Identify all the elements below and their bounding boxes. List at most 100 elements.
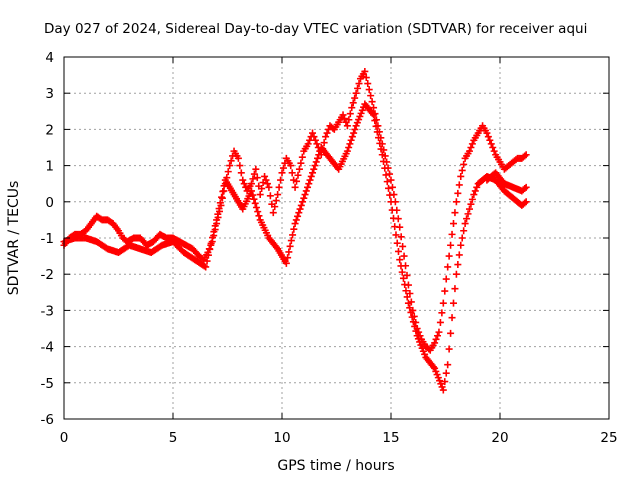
data-point xyxy=(399,242,407,250)
data-point xyxy=(295,209,303,217)
data-point xyxy=(460,160,468,168)
data-point xyxy=(211,222,219,230)
data-point xyxy=(434,332,442,340)
data-point xyxy=(376,139,384,147)
data-point xyxy=(490,147,498,155)
data-point xyxy=(213,216,221,224)
data-point xyxy=(468,195,476,203)
data-point xyxy=(304,140,312,148)
data-point xyxy=(210,228,218,236)
data-point xyxy=(277,176,285,184)
data-point xyxy=(403,293,411,301)
data-point xyxy=(394,247,402,255)
data-point xyxy=(346,110,354,118)
data-point xyxy=(449,220,457,228)
data-point xyxy=(455,181,463,189)
data-point xyxy=(397,262,405,270)
data-point xyxy=(287,237,295,245)
data-point xyxy=(389,214,397,222)
data-point xyxy=(254,208,262,216)
data-point xyxy=(464,210,472,218)
data-point xyxy=(451,209,459,217)
data-point xyxy=(442,369,450,377)
y-tick-label: 0 xyxy=(45,195,54,211)
data-point xyxy=(292,216,300,224)
data-point xyxy=(387,176,395,184)
data-point xyxy=(402,287,410,295)
data-point xyxy=(400,252,408,260)
data-point xyxy=(406,304,414,312)
data-point xyxy=(311,136,319,144)
data-point xyxy=(263,180,271,188)
data-point xyxy=(375,134,383,142)
data-point xyxy=(361,67,369,75)
data-point xyxy=(343,147,351,155)
data-point xyxy=(297,201,305,209)
data-point xyxy=(370,111,378,119)
data-point xyxy=(412,327,420,335)
data-point xyxy=(442,275,450,283)
data-point xyxy=(409,318,417,326)
data-point xyxy=(373,128,381,136)
data-point xyxy=(431,339,439,347)
data-point xyxy=(301,191,309,199)
x-tick-label: 5 xyxy=(169,430,178,446)
data-point xyxy=(364,80,372,88)
data-point xyxy=(454,189,462,197)
data-point xyxy=(237,169,245,177)
data-point xyxy=(298,153,306,161)
data-point xyxy=(304,183,312,191)
data-point xyxy=(439,386,447,394)
data-point xyxy=(272,197,280,205)
data-point xyxy=(381,164,389,172)
data-point xyxy=(297,159,305,167)
data-point xyxy=(489,144,497,151)
data-point xyxy=(300,194,308,202)
data-point xyxy=(320,139,328,147)
data-point xyxy=(483,129,491,137)
data-point xyxy=(522,183,530,191)
data-point xyxy=(251,199,259,207)
x-axis-label: GPS time / hours xyxy=(277,458,394,474)
data-point xyxy=(291,220,299,228)
data-point xyxy=(351,125,359,133)
y-tick-label: -2 xyxy=(41,267,54,283)
data-point xyxy=(398,268,406,276)
y-tick-label: -6 xyxy=(41,412,54,428)
data-point xyxy=(315,151,323,159)
data-point xyxy=(262,176,270,184)
data-point xyxy=(451,285,459,293)
data-point xyxy=(289,231,297,239)
data-point xyxy=(441,378,449,386)
data-point xyxy=(311,162,319,170)
data-point xyxy=(407,308,415,316)
data-point xyxy=(471,187,479,195)
data-point xyxy=(294,212,302,220)
data-point xyxy=(467,144,475,151)
data-point xyxy=(200,262,208,270)
y-tick-label: -1 xyxy=(41,231,54,247)
chart-title: Day 027 of 2024, Sidereal Day-to-day VTE… xyxy=(44,21,587,37)
y-tick-label: -5 xyxy=(41,376,54,392)
data-point xyxy=(347,136,355,144)
data-point xyxy=(470,191,478,199)
data-point xyxy=(457,172,465,180)
data-point xyxy=(350,129,358,137)
data-point xyxy=(368,98,376,106)
data-point xyxy=(484,133,492,141)
data-point xyxy=(370,104,378,112)
data-point xyxy=(448,314,456,322)
data-point xyxy=(458,166,466,174)
data-point xyxy=(239,176,247,184)
series-2 xyxy=(60,100,530,394)
data-point xyxy=(249,191,257,199)
data-point xyxy=(309,129,317,137)
data-point xyxy=(285,248,293,256)
data-point xyxy=(287,162,295,170)
data-point xyxy=(467,200,475,208)
data-point xyxy=(457,241,465,249)
data-point xyxy=(351,94,359,102)
data-point xyxy=(383,178,391,186)
data-point xyxy=(382,171,390,179)
data-point xyxy=(362,74,370,82)
